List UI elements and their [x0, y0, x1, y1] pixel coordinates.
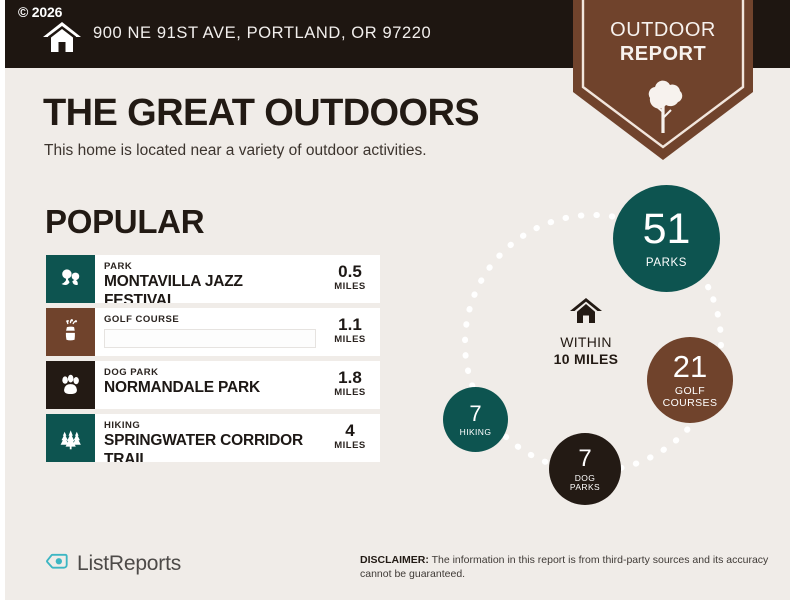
list-item-category: GOLF COURSE [104, 314, 180, 325]
hiking-label: HIKING [459, 426, 492, 437]
diagram-center: WITHIN 10 MILES [521, 297, 651, 368]
list-item-info: HIKING SPRINGWATER CORRIDOR TRAIL [95, 414, 320, 462]
list-item-info: PARK MONTAVILLA JAZZ FESTIVAL [95, 255, 320, 303]
popular-list: PARK MONTAVILLA JAZZ FESTIVAL 0.5 MILES [46, 255, 380, 467]
property-address: 900 NE 91ST AVE, PORTLAND, OR 97220 [93, 24, 432, 42]
list-item-name-placeholder [104, 329, 316, 348]
park-tree-icon [46, 255, 95, 303]
listreports-logo[interactable]: ListReports [45, 552, 181, 576]
parks-label: PARKS [645, 256, 688, 269]
list-item[interactable]: GOLF COURSE 1.1 MILES [46, 308, 380, 356]
golf-count: 21 [672, 349, 708, 385]
page-subtitle: This home is located near a variety of o… [44, 142, 427, 159]
dog-parks-label: DOG PARKS [569, 472, 601, 492]
within-line-2: 10 MILES [553, 351, 619, 367]
disclaimer-text: The information in this report is from t… [360, 554, 769, 580]
distance-value: 4 [345, 421, 355, 440]
home-icon [570, 298, 602, 323]
distance-unit: MILES [334, 334, 366, 345]
dog-parks-count: 7 [578, 444, 592, 472]
disclaimer: DISCLAIMER: The information in this repo… [360, 553, 780, 581]
distance-unit: MILES [334, 387, 366, 398]
home-icon [41, 20, 83, 54]
badge-line-2: REPORT [619, 43, 707, 65]
list-item-category: PARK [104, 261, 133, 272]
paw-print-icon [46, 361, 95, 409]
list-item-distance: 0.5 MILES [320, 255, 380, 293]
outdoor-report-badge: OUTDOOR REPORT [573, 0, 753, 160]
list-item-distance: 1.8 MILES [320, 361, 380, 399]
page-title: THE GREAT OUTDOORS [43, 92, 480, 134]
list-item[interactable]: DOG PARK NORMANDALE PARK 1.8 MILES [46, 361, 380, 409]
listreports-logo-text: ListReports [77, 552, 182, 575]
copyright-text: © 2026 [18, 4, 63, 20]
list-item-name: MONTAVILLA JAZZ FESTIVAL [104, 273, 243, 303]
stat-circle-dog-parks[interactable]: 7 DOG PARKS [549, 433, 621, 505]
stat-circle-hiking[interactable]: 7 HIKING [443, 387, 508, 452]
list-item[interactable]: PARK MONTAVILLA JAZZ FESTIVAL 0.5 MILES [46, 255, 380, 303]
list-item-info: DOG PARK NORMANDALE PARK [95, 361, 320, 397]
distance-unit: MILES [334, 281, 366, 292]
dotted-arc [462, 212, 724, 474]
golf-bag-icon [46, 308, 95, 356]
distance-value: 0.5 [338, 262, 362, 281]
distance-unit: MILES [334, 440, 366, 451]
distance-value: 1.1 [338, 315, 362, 334]
listreports-house-tag-icon [46, 553, 68, 569]
list-item-distance: 4 MILES [320, 414, 380, 452]
golf-label: GOLF COURSES [663, 386, 718, 408]
badge-title: OUTDOOR REPORT [573, 18, 753, 66]
within-10-miles-diagram: 51 PARKS 21 GOLF COURSES 7 HIKING 7 DOG … [425, 165, 785, 525]
list-item-name: SPRINGWATER CORRIDOR TRAIL [104, 432, 303, 462]
popular-heading: POPULAR [45, 203, 205, 240]
within-label: WITHIN 10 MILES [521, 334, 651, 368]
stat-circle-golf-courses[interactable]: 21 GOLF COURSES [647, 337, 733, 423]
badge-line-1: OUTDOOR [610, 19, 716, 41]
report-page: © 2026 900 NE 91ST AVE, PORTLAND, OR 972… [5, 0, 790, 600]
distance-value: 1.8 [338, 368, 362, 387]
pine-trees-icon [46, 414, 95, 462]
stat-circle-parks[interactable]: 51 PARKS [613, 185, 720, 292]
within-line-1: WITHIN [560, 334, 612, 350]
golf-label-line-1: GOLF [674, 385, 706, 398]
list-item[interactable]: HIKING SPRINGWATER CORRIDOR TRAIL 4 MILE… [46, 414, 380, 462]
tree-icon [648, 80, 683, 133]
list-item-name: NORMANDALE PARK [104, 379, 261, 396]
list-item-category: HIKING [104, 420, 141, 431]
golf-label-line-2: COURSES [662, 396, 718, 409]
parks-count: 51 [642, 204, 691, 253]
disclaimer-label: DISCLAIMER: [360, 554, 429, 566]
list-item-distance: 1.1 MILES [320, 308, 380, 346]
list-item-category: DOG PARK [104, 367, 159, 378]
list-item-info: GOLF COURSE [95, 308, 320, 348]
hiking-count: 7 [469, 400, 482, 426]
dog-parks-label-line-1: DOG [574, 472, 596, 483]
dog-parks-label-line-2: PARKS [569, 481, 601, 492]
